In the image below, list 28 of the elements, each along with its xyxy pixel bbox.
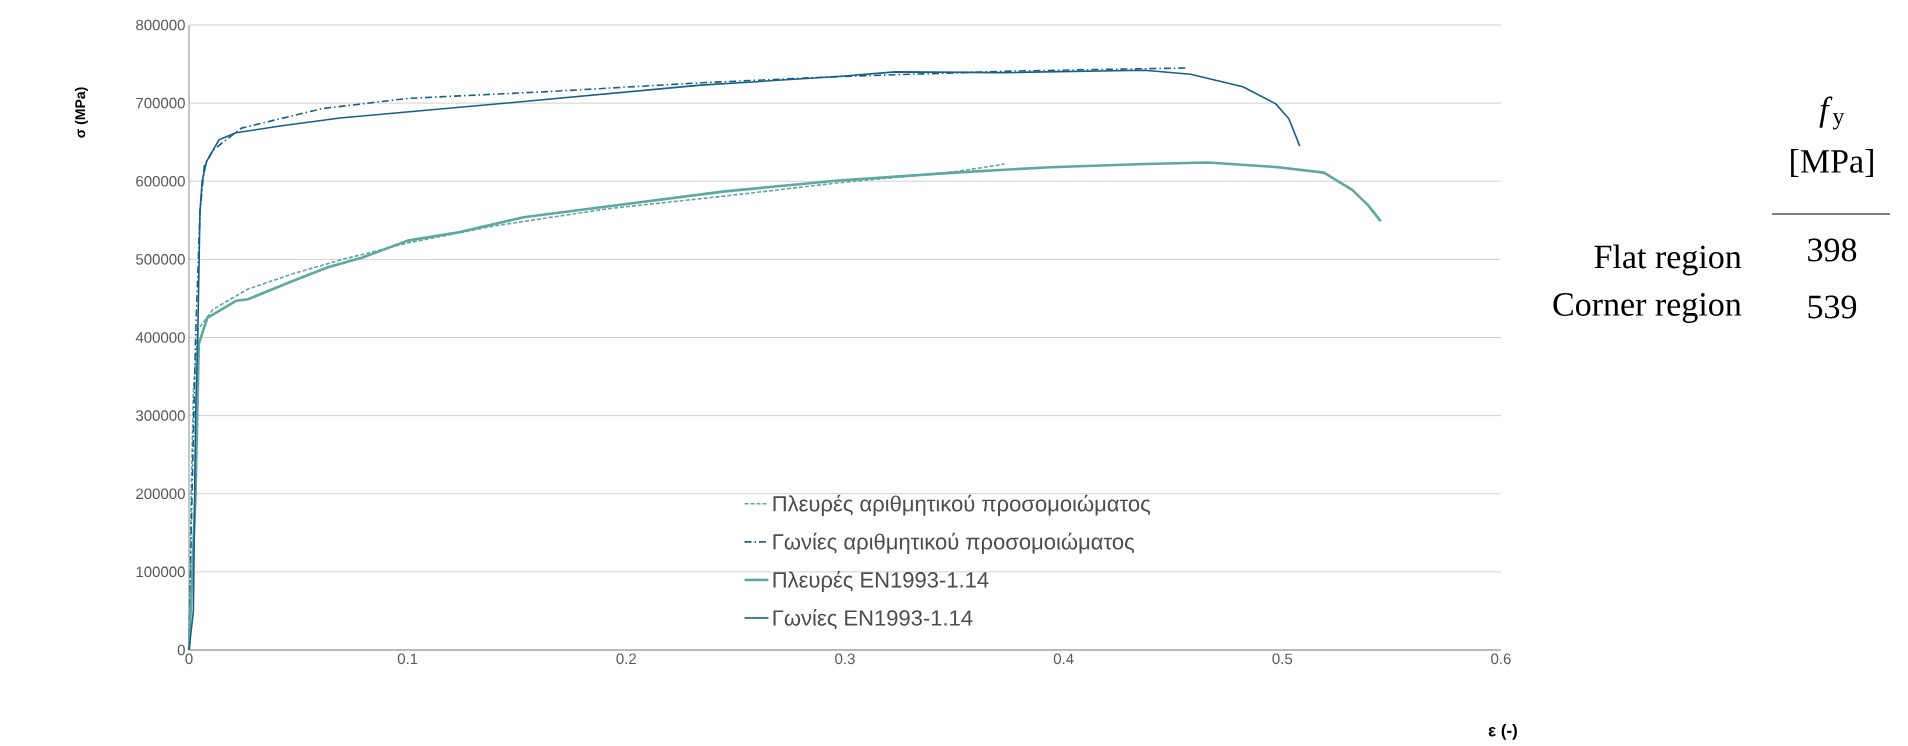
x-axis-title: ε (-) — [1488, 723, 1517, 740]
x-tick-label: 0.6 — [1491, 653, 1511, 665]
text: [MPa] — [1791, 148, 1873, 178]
y-tick-label: 800000 — [136, 19, 185, 31]
y-tick-label: 600000 — [136, 175, 185, 187]
text: 398 — [1808, 238, 1857, 262]
text: f$_{y}$ — [1819, 96, 1845, 130]
x-tick-label: 0.1 — [397, 653, 418, 665]
y-tick-label: 0 — [177, 644, 185, 656]
text: Corner region — [1553, 293, 1742, 323]
x-tick-label: 0.2 — [616, 653, 636, 665]
legend-label: Γωνίες EN1993-1.14 — [773, 608, 973, 630]
y-tick-label: 200000 — [136, 488, 185, 500]
y-tick-label: 700000 — [136, 97, 185, 109]
legend-label: Γωνίες αριθμητικού προσομοιώματος — [773, 532, 1135, 554]
x-tick-label: 0.3 — [835, 653, 855, 665]
legend-label: Πλευρές αριθμητικού προσομοιώματος — [773, 494, 1151, 516]
x-tick-label: 0.4 — [1053, 653, 1074, 665]
y-tick-label: 400000 — [135, 332, 185, 343]
text: Flat region — [1594, 244, 1742, 276]
x-tick-label: 0.5 — [1272, 653, 1293, 665]
y-tick-label: 300000 — [135, 410, 185, 421]
x-tick-label: 0 — [185, 653, 193, 665]
text: 539 — [1808, 295, 1857, 319]
legend-label: Πλευρές EN1993-1.14 — [773, 570, 989, 593]
y-axis-title: σ (MPa) — [74, 87, 88, 138]
y-tick-label: 100000 — [136, 566, 185, 578]
y-tick-label: 500000 — [136, 254, 185, 265]
